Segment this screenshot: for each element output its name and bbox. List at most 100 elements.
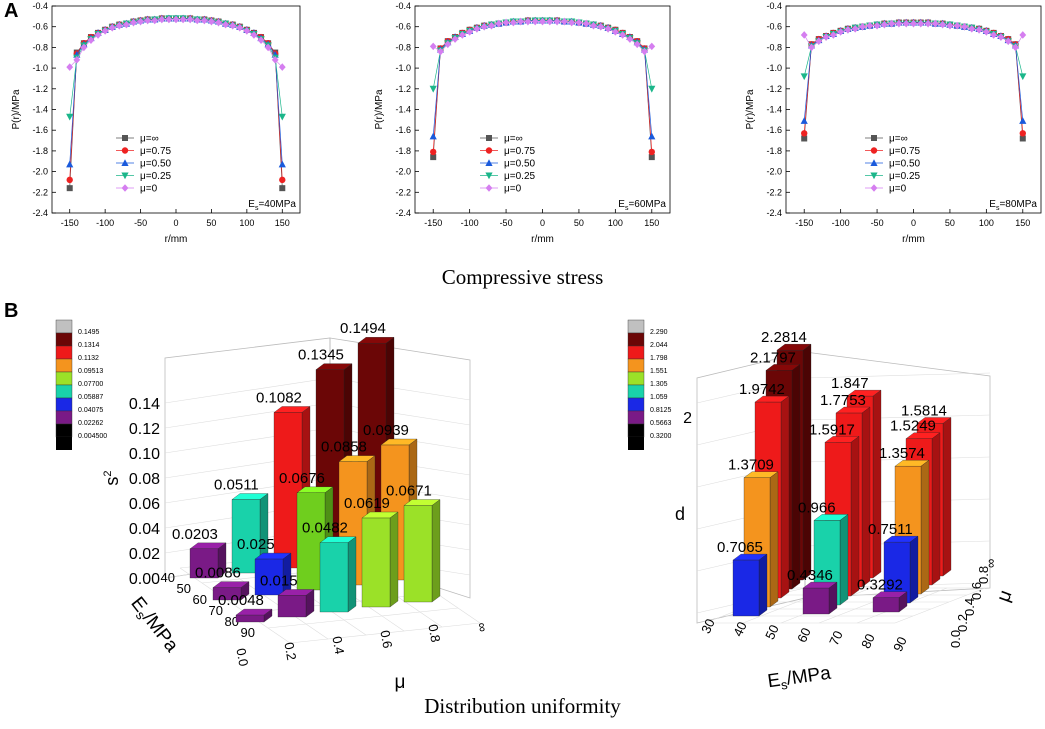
data-point [895,19,903,28]
data-point [808,43,815,52]
data-point [902,19,910,28]
x-tick-label: -50 [134,218,147,228]
data-point [939,20,947,29]
y-tick-label: -1.8 [32,146,48,156]
bar-front [361,517,391,608]
colorbar-swatch [55,371,73,386]
data-point [66,160,74,168]
data-point [137,17,144,26]
z-axis-label: s2 [102,470,122,485]
es-tick-label: 50 [177,581,191,596]
legend-label: μ=0.75 [889,146,921,157]
data-point [990,31,998,39]
y-tick-label: -2.2 [32,187,48,197]
y-tick-label: -0.6 [395,22,411,32]
colorbar-swatch [55,423,73,438]
data-point [108,23,116,32]
data-point [626,35,634,43]
data-point [953,21,961,30]
x-tick-label: -100 [832,218,850,228]
bar-side [872,389,882,579]
es-annotation: Es=60MPa [618,199,666,212]
bar-value-label: 0.966 [798,499,836,516]
data-point [429,132,437,140]
y-tick-label: -0.8 [766,42,782,52]
wall-gridline [329,402,471,426]
x-tick-label: 100 [608,218,623,228]
data-point [801,130,808,137]
data-point [604,24,612,33]
bar-side [347,536,357,613]
data-point [429,42,437,51]
data-point [982,28,990,36]
data-point [186,15,194,24]
y-tick-label: -2.2 [766,187,782,197]
y-tick-label: -1.2 [32,84,48,94]
legend-label: μ=0.25 [140,171,172,182]
data-point [641,47,648,56]
colorbar-label: 0.004500 [78,433,107,440]
colorbar-label: 0.3200 [650,433,672,440]
es-tick-label: 90 [241,625,255,640]
data-point [278,113,286,121]
y-tick-label: -1.2 [395,84,411,94]
data-point [1019,117,1027,124]
bar-side [769,471,779,608]
bar-side [389,511,399,608]
bar-front [872,597,900,613]
data-point [278,160,286,168]
x-tick-label: 100 [979,218,994,228]
bar-side [839,514,849,606]
legend-label: μ=0.50 [889,159,921,170]
panel-a: A -0.4 -0.6 -0.8 -1.0 -1.2 -1.4 -1.6 -1.8 -2.0 -2… [0,0,1045,300]
data-point [910,19,917,28]
es-annotation: Es=80MPa [989,199,1037,212]
floor-grid [289,622,481,644]
data-point [115,21,123,30]
x-axis-label: r/mm [531,234,554,245]
data-point [800,31,808,39]
data-point [236,23,244,32]
z-tick-label: 0.10 [129,446,160,463]
series-line [433,21,652,52]
data-point [444,40,452,49]
data-point [130,18,137,27]
bar-front [732,559,760,617]
data-point [429,85,437,93]
legend-marker [485,172,493,180]
data-point [151,16,159,25]
mu-tick-label: 0.6 [969,582,984,600]
data-point [480,22,488,31]
legend-label: μ=0 [889,184,907,195]
bar-value-label: 0.0939 [363,422,409,439]
y-tick-label: -1.4 [395,105,411,115]
distribution-uniformity-charts: 0.1495 0.1314 0.1132 0.09513 0.07700 0.05887 0… [55,319,1017,694]
data-point [619,31,627,39]
x-tick-label: -150 [424,218,442,228]
bar-front [403,505,433,603]
z-tick-label: 2 [683,410,692,427]
wall-gridline [804,372,991,379]
bar-value-label: 1.3574 [879,445,925,462]
data-point [546,17,554,26]
series-line [803,22,1024,134]
legend-label: μ=0 [504,184,522,195]
y-tick-label: -1.4 [766,105,782,115]
data-point [800,73,808,81]
x-tick-label: 150 [1015,218,1030,228]
x-tick-label: 150 [275,218,290,228]
bar-value-label: 0.7065 [717,539,763,556]
bar-front [277,595,307,618]
x-tick-label: 150 [644,218,659,228]
data-point [466,28,474,36]
y-tick-label: -2.4 [766,208,782,218]
data-point [257,36,265,44]
es-tick-label: 60 [794,625,814,644]
data-point [279,176,286,184]
wall-gridline [804,414,991,421]
data-point [917,19,925,28]
x-tick-label: 100 [239,218,254,228]
bar-value-label: 0.0086 [195,565,241,582]
data-point [517,17,525,26]
bar-value-label: 0.025 [237,536,275,553]
